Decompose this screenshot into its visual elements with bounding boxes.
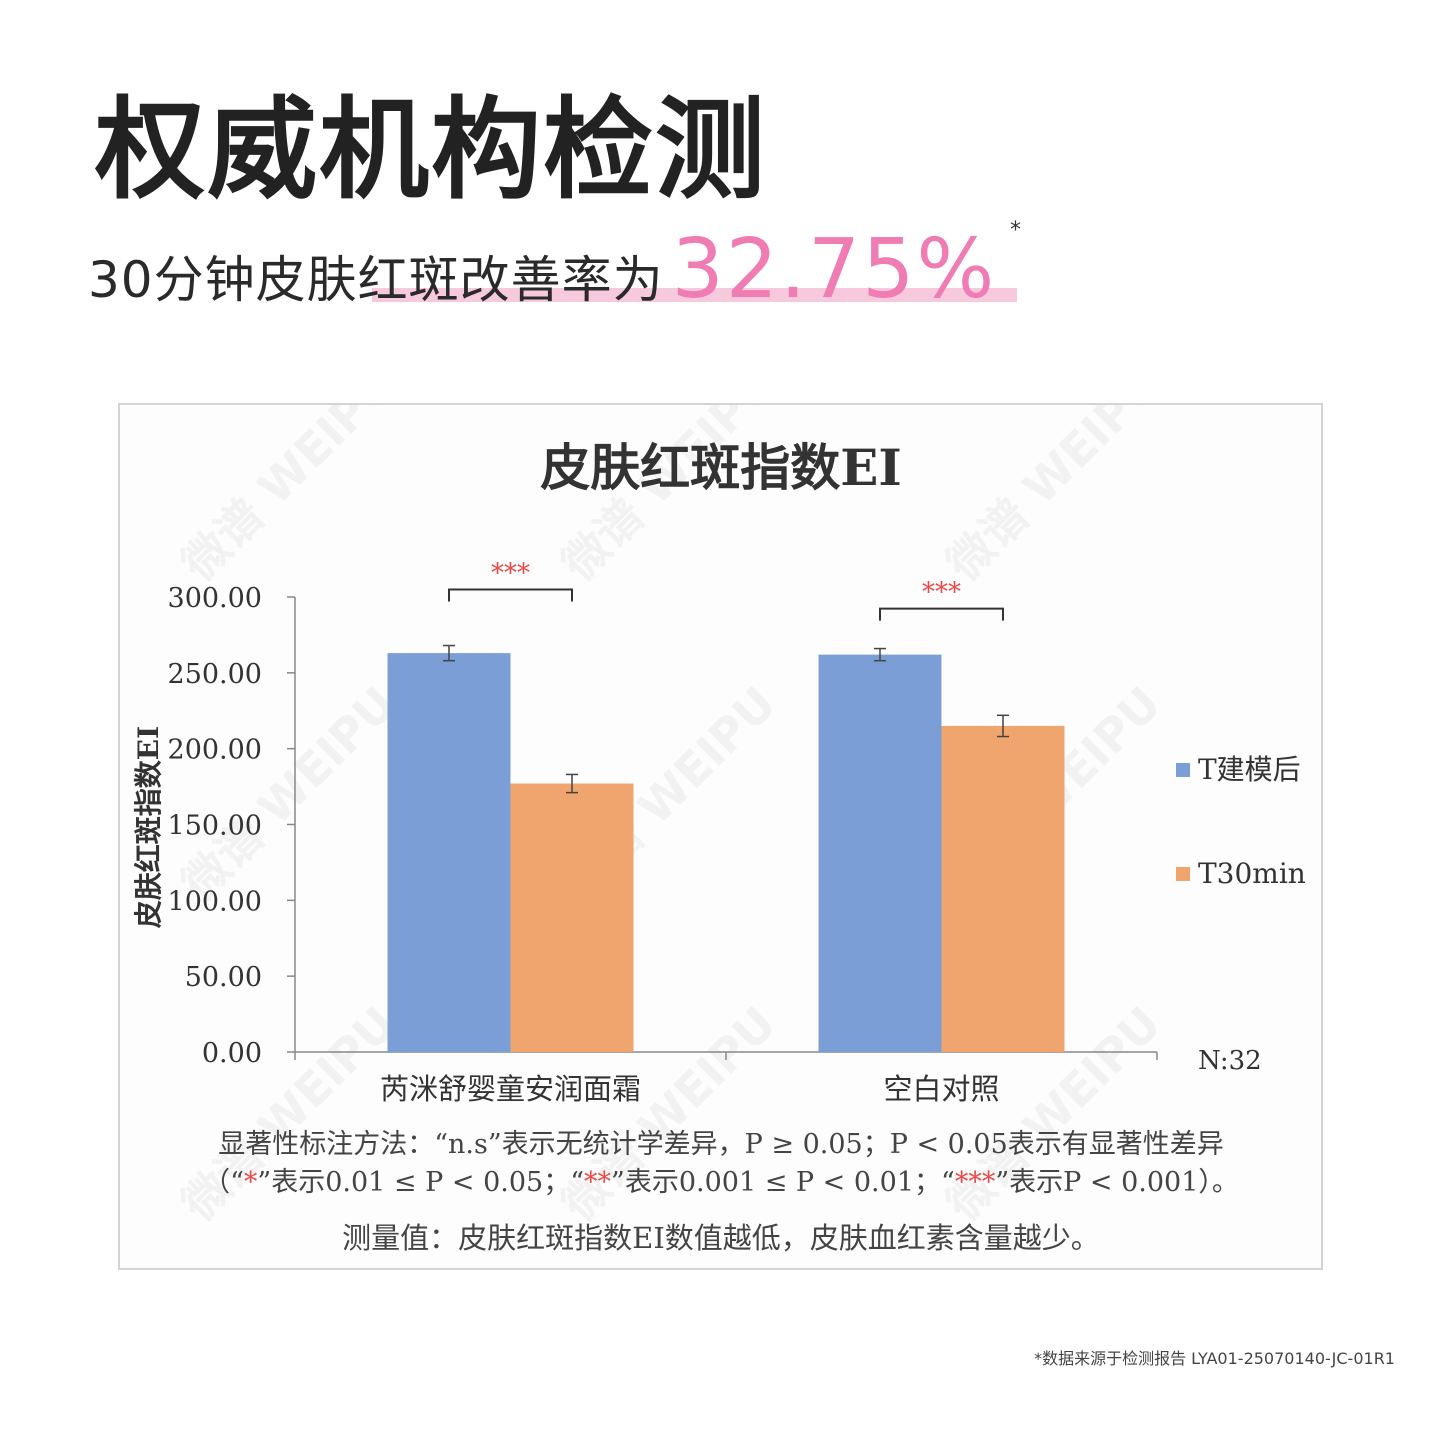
legend-swatch	[1176, 867, 1190, 881]
significance-marks: *** ***	[448, 559, 1004, 621]
watermark: 微谱 WEIPU	[935, 405, 1171, 592]
sample-size-label: N:32	[1198, 1046, 1262, 1076]
y-axis-label: 皮肤红斑指数EI	[132, 726, 165, 928]
y-tick-label: 300.00	[168, 583, 262, 614]
bar	[818, 654, 942, 1052]
significance-label: ***	[922, 578, 961, 608]
highlight-underline	[372, 288, 1017, 302]
watermark-text: 微谱 WEIPU	[935, 405, 1171, 592]
x-tick-label: 空白对照	[883, 1072, 999, 1106]
subline: 30分钟皮肤红斑改善率为32.75% *	[88, 218, 1021, 317]
y-tick-label: 0.00	[202, 1038, 262, 1069]
note-line: （“*”表示0.01 ≤ P < 0.05；“**”表示0.001 ≤ P < …	[203, 1167, 1239, 1198]
bar	[941, 725, 1065, 1052]
watermark: 微谱 WEIPU	[170, 405, 406, 592]
footnote-marker: *	[1010, 218, 1021, 243]
watermark: 微谱 WEIPU	[550, 405, 786, 592]
watermark-text: 微谱 WEIPU	[170, 676, 406, 912]
bar	[510, 783, 634, 1052]
watermark-text: 微谱 WEIPU	[550, 405, 786, 592]
y-tick-label: 250.00	[168, 659, 262, 690]
significance-bracket	[879, 607, 1004, 621]
x-tick-label: 芮洣舒婴童安润面霜	[380, 1072, 641, 1106]
y-tick-label: 200.00	[168, 735, 262, 766]
watermark: 微谱 WEIPU	[170, 676, 406, 912]
legend: T建模后 T30min	[1176, 753, 1306, 890]
subline-text: 30分钟皮肤红斑改善率为	[88, 251, 664, 309]
legend-label: T建模后	[1198, 753, 1301, 786]
legend-label: T30min	[1198, 857, 1306, 890]
note-line: 测量值：皮肤红斑指数EI数值越低，皮肤血红素含量越少。	[342, 1221, 1100, 1255]
headline: 权威机构检测	[95, 86, 767, 214]
bar	[387, 653, 511, 1052]
chart-panel: 微谱 WEIPU 微谱 WEIPU 微谱 WEIPU 微谱 WEIPU 微谱 WEIPU…	[118, 403, 1323, 1270]
y-tick-label: 50.00	[185, 962, 262, 993]
improvement-rate: 32.75%	[671, 222, 997, 317]
y-tick-label: 150.00	[168, 811, 262, 842]
significance-label: ***	[491, 559, 530, 589]
watermark-text: 微谱 WEIPU	[170, 405, 406, 592]
significance-bracket	[448, 588, 573, 602]
legend-swatch	[1176, 763, 1190, 777]
data-source-footnote: *数据来源于检测报告 LYA01-25070140-JC-01R1	[1034, 1349, 1395, 1368]
chart-title: 皮肤红斑指数EI	[540, 438, 902, 497]
y-tick-label: 100.00	[168, 886, 262, 917]
note-line: 显著性标注方法：“n.s”表示无统计学差异，P ≥ 0.05；P < 0.05表…	[218, 1129, 1224, 1160]
bars: 芮洣舒婴童安润面霜 空白对照	[380, 644, 1065, 1106]
notes: 显著性标注方法：“n.s”表示无统计学差异，P ≥ 0.05；P < 0.05表…	[203, 1129, 1239, 1255]
